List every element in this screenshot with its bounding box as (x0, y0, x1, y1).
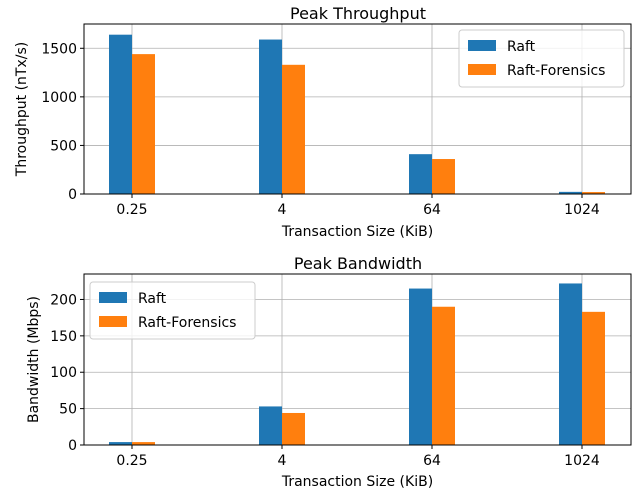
legend-swatch-raft-forensics (468, 64, 496, 75)
x-tick-label: 1024 (564, 202, 600, 218)
bar-raft-forensics-0-25 (132, 442, 155, 445)
x-axis-label: Transaction Size (KiB) (281, 474, 433, 490)
bar-raft-forensics-1024 (582, 192, 605, 194)
bar-raft-forensics-1024 (582, 311, 605, 445)
bar-raft-4 (259, 406, 282, 445)
legend-label-raft-forensics: Raft-Forensics (507, 63, 605, 79)
bar-raft-64 (409, 154, 432, 194)
legend-label-raft-forensics: Raft-Forensics (138, 315, 236, 331)
legend-swatch-raft (99, 292, 127, 303)
bar-raft-0-25 (109, 442, 132, 445)
y-tick-label: 50 (59, 402, 77, 418)
y-tick-label: 0 (68, 187, 77, 203)
throughput-chart: Peak Throughput 0 500 1000 1500 0.25 4 64 1024… (14, 4, 632, 240)
x-tick-label: 4 (278, 453, 287, 469)
legend: Raft Raft-Forensics (458, 29, 625, 88)
bar-raft-1024 (559, 283, 582, 445)
bar-raft-forensics-4 (282, 412, 305, 445)
bar-raft-forensics-64 (432, 159, 455, 194)
bar-raft-0-25 (109, 34, 132, 194)
bar-raft-4 (259, 39, 282, 194)
y-tick-label: 1000 (41, 90, 77, 106)
x-tick-label: 1024 (564, 453, 600, 469)
bar-raft-forensics-64 (432, 306, 455, 445)
plot-frame (83, 23, 632, 195)
y-tick-label: 1500 (41, 41, 77, 57)
bar-raft-forensics-4 (282, 64, 305, 194)
x-tick-label: 0.25 (116, 453, 147, 469)
legend-label-raft: Raft (507, 39, 536, 55)
x-tick-label: 64 (423, 202, 441, 218)
legend-swatch-raft-forensics (99, 316, 127, 327)
bar-raft-forensics-0-25 (132, 54, 155, 194)
x-tick-label: 0.25 (116, 202, 147, 218)
y-axis-label: Bandwidth (Mbps) (26, 296, 42, 423)
y-tick-label: 0 (68, 438, 77, 454)
bar-raft-64 (409, 288, 432, 445)
x-tick-label: 64 (423, 453, 441, 469)
y-tick-label: 500 (50, 138, 77, 154)
y-tick-label: 150 (50, 329, 77, 345)
x-tick-label: 4 (278, 202, 287, 218)
y-axis-label: Throughput (nTx/s) (14, 42, 30, 177)
legend: Raft Raft-Forensics (89, 281, 256, 340)
bar-raft-1024 (559, 191, 582, 194)
chart-title: Peak Throughput (290, 4, 426, 23)
plot-frame (83, 273, 632, 446)
x-axis-label: Transaction Size (KiB) (281, 224, 433, 240)
legend-label-raft: Raft (138, 291, 167, 307)
y-tick-label: 100 (50, 365, 77, 381)
legend-swatch-raft (468, 40, 496, 51)
chart-title: Peak Bandwidth (294, 254, 422, 273)
y-tick-label: 200 (50, 292, 77, 308)
